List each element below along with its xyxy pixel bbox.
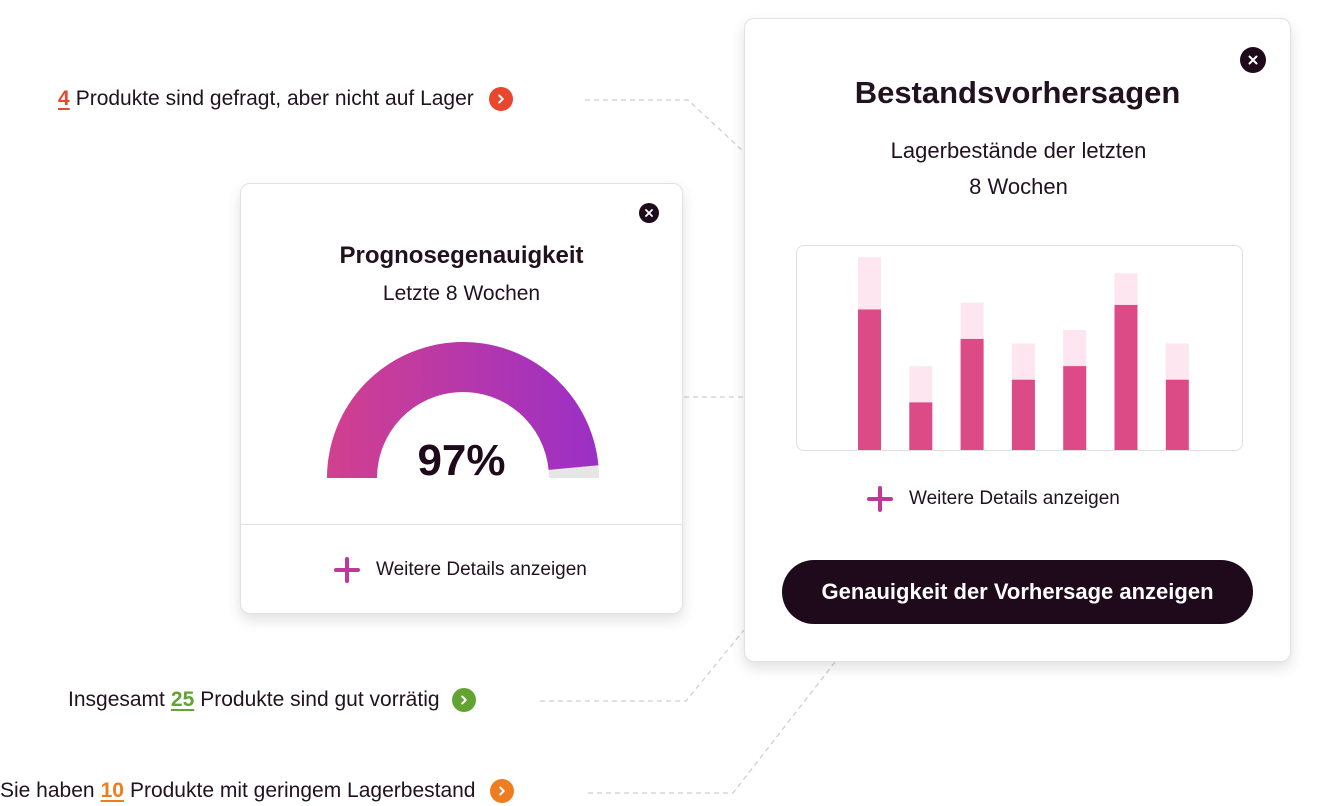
show-details-link[interactable]: Weitere Details anzeigen <box>334 557 587 583</box>
in-stock-text: Produkte sind gut vorrätig <box>200 688 440 711</box>
chevron-right-icon[interactable] <box>489 779 514 803</box>
low-stock-prefix: Sie haben <box>0 779 95 802</box>
out-of-stock-count: 4 <box>58 87 70 110</box>
low-stock-text: Produkte mit geringem Lagerbestand <box>129 779 476 802</box>
details-label: Weitere Details anzeigen <box>909 488 1120 509</box>
card-subtitle: Lagerbestände der letzten 8 Wochen <box>875 133 1162 205</box>
bar-actual <box>858 309 881 450</box>
in-stock-count: 25 <box>170 688 195 711</box>
bar-actual <box>1011 379 1035 450</box>
in-stock-prefix: Insgesamt <box>68 688 165 711</box>
card-subtitle: Letzte 8 Wochen <box>382 282 541 305</box>
show-details-link[interactable]: Weitere Details anzeigen <box>867 486 1120 512</box>
close-icon[interactable] <box>639 203 659 223</box>
callout-out-of-stock: 4 Produkte sind gefragt, aber nicht auf … <box>58 87 513 111</box>
bar-actual <box>1063 366 1087 450</box>
bar-actual <box>1114 304 1138 450</box>
card-title: Prognosegenauigkeit <box>339 242 584 269</box>
callout-low-stock: Sie haben 10 Produkte mit geringem Lager… <box>0 779 514 803</box>
close-icon[interactable] <box>1240 47 1266 73</box>
bar-actual <box>960 338 984 450</box>
out-of-stock-text: Produkte sind gefragt, aber nicht auf La… <box>75 87 474 110</box>
accuracy-gauge <box>327 342 599 478</box>
subtitle-line-1: Lagerbestände der letzten <box>890 138 1147 163</box>
plus-icon <box>867 486 893 512</box>
bar-actual <box>1165 379 1189 450</box>
gauge-fill <box>327 342 599 478</box>
chevron-right-icon[interactable] <box>488 87 513 111</box>
card-title: Bestandsvorhersagen <box>854 75 1181 110</box>
forecast-accuracy-card: Prognosegenauigkeit Letzte 8 Wochen 97% … <box>240 183 683 614</box>
low-stock-count: 10 <box>100 779 124 802</box>
callout-in-stock: Insgesamt 25 Produkte sind gut vorrätig <box>68 688 476 712</box>
subtitle-line-2: 8 Wochen <box>969 174 1068 199</box>
show-forecast-accuracy-button[interactable]: Genauigkeit der Vorhersage anzeigen <box>782 560 1253 624</box>
details-label: Weitere Details anzeigen <box>376 559 587 580</box>
chevron-right-icon[interactable] <box>451 688 476 712</box>
bar-actual <box>909 402 933 450</box>
plus-icon <box>334 557 360 583</box>
stock-bar-chart <box>796 245 1243 451</box>
stock-forecast-card: Bestandsvorhersagen Lagerbestände der le… <box>744 18 1291 662</box>
divider <box>241 524 682 525</box>
gauge-value: 97% <box>417 436 506 485</box>
bar-chart-canvas <box>858 257 1189 450</box>
